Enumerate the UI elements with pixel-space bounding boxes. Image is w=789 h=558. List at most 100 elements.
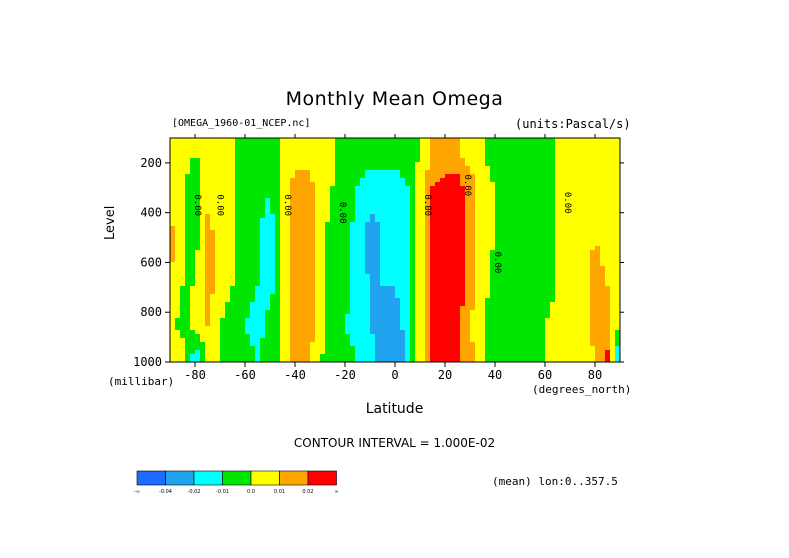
heatmap-cell — [535, 218, 541, 223]
heatmap-cell — [380, 278, 386, 283]
heatmap-cell — [270, 226, 276, 231]
heatmap-cell — [590, 238, 596, 243]
heatmap-cell — [295, 182, 301, 187]
heatmap-cell — [425, 182, 431, 187]
heatmap-cell — [380, 210, 386, 215]
heatmap-cell — [465, 190, 471, 195]
heatmap-cell — [575, 150, 581, 155]
heatmap-cell — [480, 286, 486, 291]
heatmap-cell — [555, 210, 561, 215]
heatmap-cell — [275, 302, 281, 307]
heatmap-cell — [210, 158, 216, 163]
heatmap-cell — [560, 222, 566, 227]
heatmap-cell — [460, 170, 466, 175]
heatmap-cell — [290, 330, 296, 335]
heatmap-cell — [215, 170, 221, 175]
heatmap-cell — [520, 330, 526, 335]
heatmap-cell — [520, 266, 526, 271]
heatmap-cell — [205, 202, 211, 207]
heatmap-cell — [275, 306, 281, 311]
heatmap-cell — [260, 182, 266, 187]
heatmap-cell — [195, 210, 201, 215]
heatmap-cell — [380, 178, 386, 183]
heatmap-cell — [615, 334, 620, 339]
heatmap-cell — [335, 310, 341, 315]
heatmap-cell — [265, 314, 271, 319]
heatmap-cell — [255, 294, 261, 299]
heatmap-cell — [420, 138, 426, 143]
heatmap-cell — [440, 286, 446, 291]
heatmap-cell — [185, 294, 191, 299]
heatmap-cell — [440, 170, 446, 175]
heatmap-cell — [490, 198, 496, 203]
heatmap-cell — [590, 278, 596, 283]
heatmap-cell — [545, 326, 551, 331]
heatmap-cell — [355, 186, 361, 191]
heatmap-cell — [400, 270, 406, 275]
heatmap-cell — [270, 230, 276, 235]
heatmap-cell — [580, 254, 586, 259]
heatmap-cell — [180, 242, 186, 247]
heatmap-cell — [230, 222, 236, 227]
heatmap-cell — [555, 170, 561, 175]
heatmap-cell — [300, 342, 306, 347]
heatmap-cell — [585, 294, 591, 299]
heatmap-cell — [450, 326, 456, 331]
heatmap-cell — [220, 314, 226, 319]
heatmap-cell — [185, 334, 191, 339]
heatmap-cell — [255, 334, 261, 339]
heatmap-cell — [255, 154, 261, 159]
heatmap-cell — [335, 274, 341, 279]
heatmap-cell — [295, 206, 301, 211]
heatmap-cell — [475, 198, 481, 203]
heatmap-cell — [540, 282, 546, 287]
heatmap-cell — [315, 342, 321, 347]
heatmap-cell — [585, 186, 591, 191]
heatmap-cell — [325, 226, 331, 231]
heatmap-cell — [465, 186, 471, 191]
heatmap-cell — [595, 198, 601, 203]
heatmap-cell — [480, 154, 486, 159]
heatmap-cell — [550, 278, 556, 283]
heatmap-cell — [305, 226, 311, 231]
heatmap-cell — [560, 314, 566, 319]
heatmap-cell — [295, 342, 301, 347]
heatmap-cell — [535, 262, 541, 267]
heatmap-cell — [260, 350, 266, 355]
heatmap-cell — [320, 238, 326, 243]
heatmap-cell — [235, 286, 241, 291]
heatmap-cell — [565, 182, 571, 187]
heatmap-cell — [205, 358, 211, 362]
heatmap-cell — [420, 290, 426, 295]
heatmap-cell — [170, 158, 176, 163]
heatmap-cell — [290, 238, 296, 243]
heatmap-cell — [560, 250, 566, 255]
heatmap-cell — [505, 322, 511, 327]
heatmap-cell — [365, 182, 371, 187]
heatmap-cell — [205, 246, 211, 251]
heatmap-cell — [360, 310, 366, 315]
heatmap-cell — [580, 310, 586, 315]
heatmap-cell — [305, 234, 311, 239]
heatmap-cell — [225, 150, 231, 155]
heatmap-cell — [530, 178, 536, 183]
heatmap-cell — [435, 334, 441, 339]
heatmap-cell — [515, 262, 521, 267]
heatmap-cell — [275, 330, 281, 335]
heatmap-cell — [285, 154, 291, 159]
heatmap-cell — [300, 238, 306, 243]
heatmap-cell — [560, 190, 566, 195]
heatmap-cell — [200, 338, 206, 343]
heatmap-cell — [470, 250, 476, 255]
heatmap-cell — [185, 358, 191, 362]
heatmap-cell — [485, 154, 491, 159]
heatmap-cell — [500, 334, 506, 339]
heatmap-cell — [545, 166, 551, 171]
heatmap-cell — [465, 138, 471, 143]
heatmap-cell — [250, 190, 256, 195]
heatmap-cell — [175, 182, 181, 187]
heatmap-cell — [215, 214, 221, 219]
heatmap-cell — [275, 214, 281, 219]
heatmap-cell — [475, 246, 481, 251]
